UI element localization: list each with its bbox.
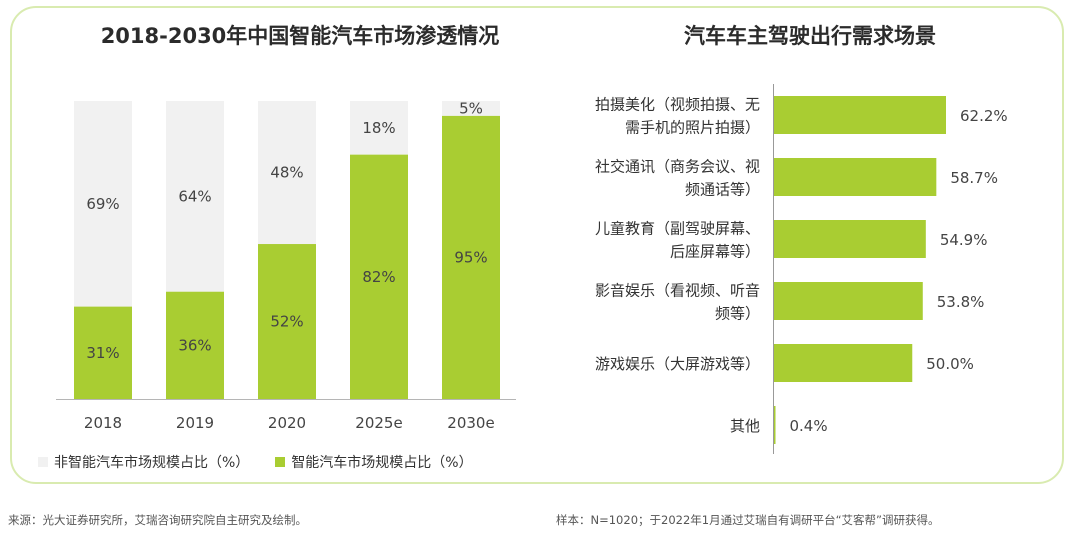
legend-item-smart: 智能汽车市场规模占比（%） <box>275 452 473 472</box>
x-tick-2020: 2020 <box>268 414 306 432</box>
hbar-category-5-line-0: 其他 <box>730 417 760 435</box>
hbar-category-3-line-0: 影音娱乐（看视频、听音 <box>595 282 760 300</box>
label-non-smart-2018: 69% <box>86 195 119 213</box>
chart-frame <box>10 6 1064 484</box>
hbar-value-3: 53.8% <box>937 293 985 311</box>
hbar-value-4: 50.0% <box>926 355 974 373</box>
x-tick-2030e: 2030e <box>447 414 494 432</box>
hbar-value-2: 54.9% <box>940 231 988 249</box>
x-tick-2018: 2018 <box>84 414 122 432</box>
label-smart-2018: 31% <box>86 344 119 362</box>
hbar-4 <box>774 344 913 382</box>
legend-label-smart: 智能汽车市场规模占比（%） <box>291 455 473 471</box>
hbar-category-2-line-1: 后座屏幕等） <box>670 243 760 261</box>
hbar-1 <box>774 158 937 196</box>
legend-swatch-smart <box>275 457 286 467</box>
bar-non-smart-2020 <box>258 101 316 245</box>
x-tick-2019: 2019 <box>176 414 214 432</box>
x-tick-2025e: 2025e <box>355 414 402 432</box>
label-non-smart-2020: 48% <box>270 164 303 182</box>
hbar-2 <box>774 220 926 258</box>
hbar-category-3-line-1: 频等） <box>715 305 760 323</box>
legend-swatch-non-smart <box>38 457 48 467</box>
label-non-smart-2025e: 18% <box>362 119 395 137</box>
sample-note: 样本：N=1020；于2022年1月通过艾瑞自有调研平台“艾客帮”调研获得。 <box>556 513 940 527</box>
hbar-category-1-line-1: 频通话等） <box>685 181 760 199</box>
hbar-3 <box>774 282 923 320</box>
bar-smart-2025e <box>350 154 408 399</box>
label-smart-2025e: 82% <box>362 268 395 286</box>
hbar-category-2-line-0: 儿童教育（副驾驶屏幕、 <box>595 220 760 238</box>
bar-non-smart-2019 <box>166 101 224 292</box>
bar-smart-2020 <box>258 244 316 399</box>
bar-smart-2030e <box>442 115 500 400</box>
hbar-category-1-line-0: 社交通讯（商务会议、视 <box>595 158 760 176</box>
hbar-category-4-line-0: 游戏娱乐（大屏游戏等） <box>595 355 760 373</box>
hbar-value-1: 58.7% <box>950 169 998 187</box>
hbar-0 <box>774 96 946 134</box>
hbar-value-0: 62.2% <box>960 107 1008 125</box>
label-smart-2030e: 95% <box>454 248 487 266</box>
source-note: 来源：光大证券研究所，艾瑞咨询研究院自主研究及绘制。 <box>8 513 307 527</box>
bar-smart-2019 <box>166 291 224 399</box>
bar-non-smart-2018 <box>74 101 132 307</box>
bar-smart-2018 <box>74 306 132 399</box>
hbar-category-0-line-1: 需手机的照片拍摄） <box>625 119 760 137</box>
legend-label-non-smart: 非智能汽车市场规模占比（%） <box>54 455 250 471</box>
hbar-category-0-line-0: 拍摄美化（视频拍摄、无 <box>595 96 760 114</box>
bar-non-smart-2030e <box>442 101 500 116</box>
bar-non-smart-2025e <box>350 101 408 155</box>
right-chart-title: 汽车车主驾驶出行需求场景 <box>684 24 936 48</box>
label-non-smart-2019: 64% <box>178 187 211 205</box>
hbar-value-5: 0.4% <box>790 417 828 435</box>
left-chart-legend: 非智能汽车市场规模占比（%） 智能汽车市场规模占比（%） <box>38 452 473 472</box>
label-smart-2019: 36% <box>178 336 211 354</box>
legend-item-non-smart: 非智能汽车市场规模占比（%） <box>38 452 249 472</box>
hbar-5 <box>774 406 776 444</box>
left-chart-title: 2018-2030年中国智能汽车市场渗透情况 <box>100 24 500 48</box>
label-non-smart-2030e: 5% <box>459 99 483 117</box>
label-smart-2020: 52% <box>270 313 303 331</box>
